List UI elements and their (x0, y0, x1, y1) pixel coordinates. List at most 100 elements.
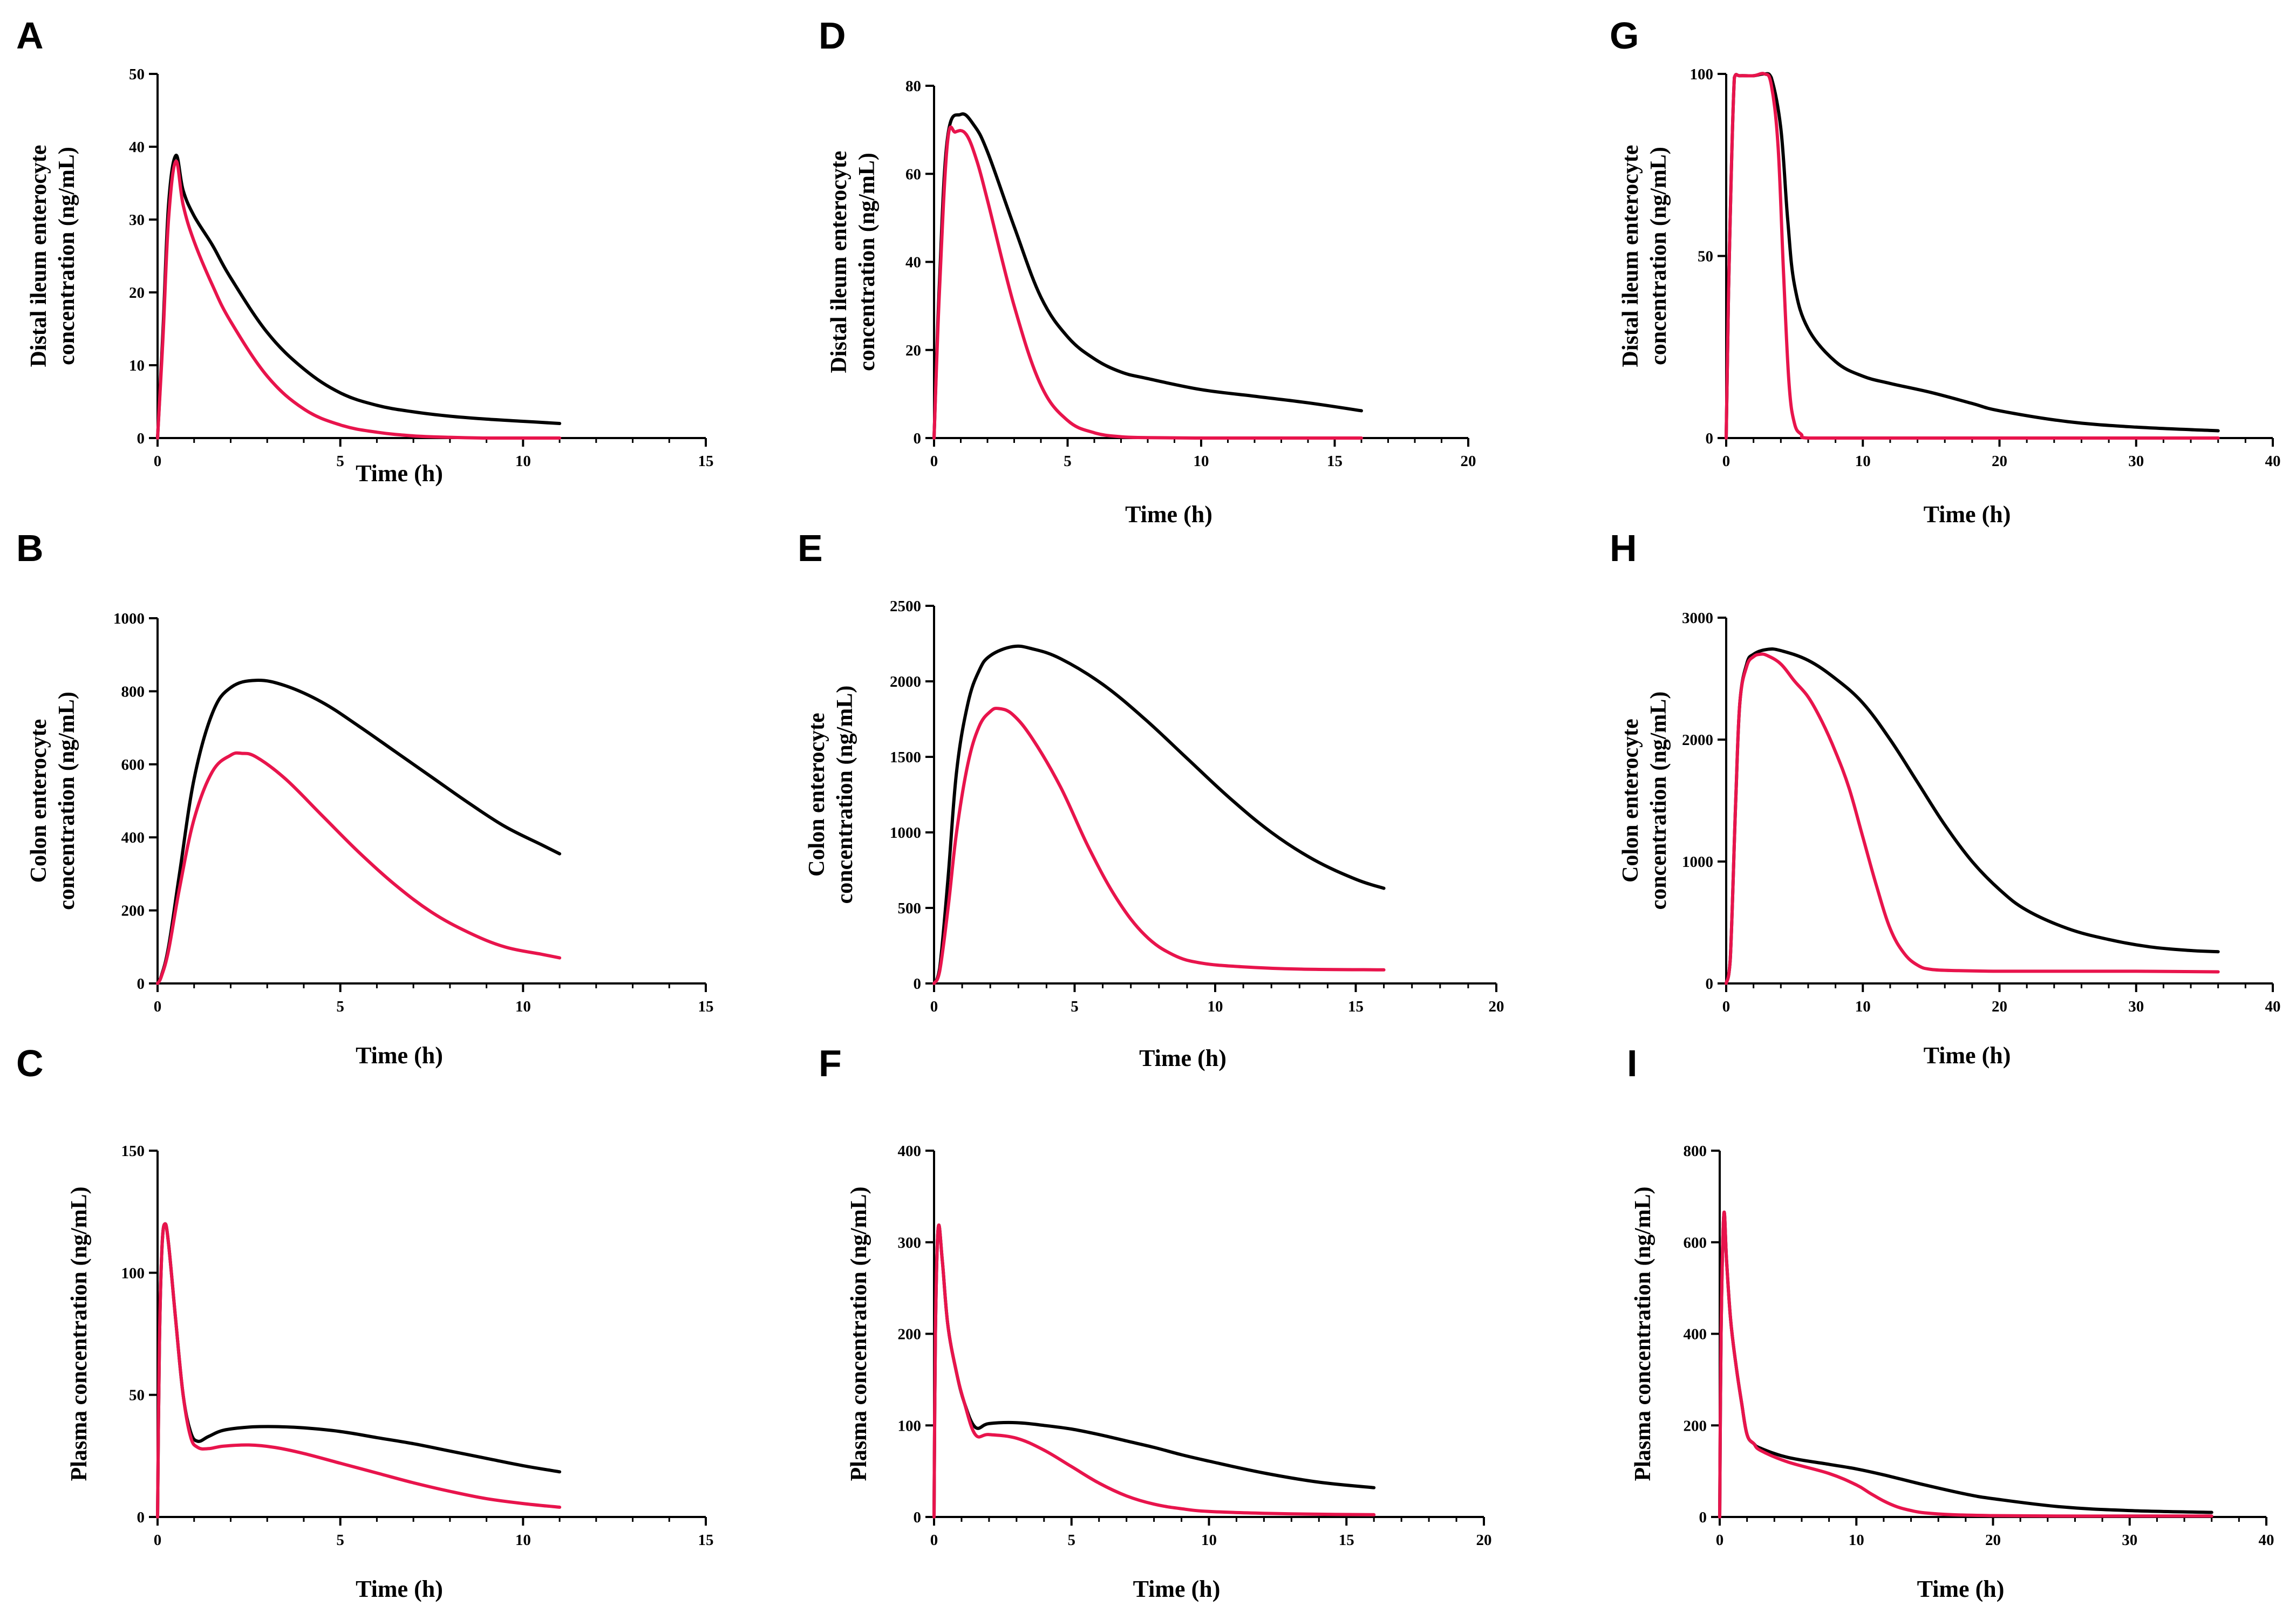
x-tick-label: 0 (930, 1532, 938, 1549)
x-tick-label: 10 (515, 998, 531, 1015)
y-tick-label: 50 (129, 66, 145, 83)
y-tick-label: 3000 (1682, 610, 1713, 627)
series-line-black (932, 1223, 1376, 1519)
x-tick-label: 40 (2259, 1532, 2274, 1549)
series-line-black (932, 112, 1363, 440)
x-tick-label: 5 (1064, 453, 1072, 470)
x-tick-label: 15 (698, 453, 714, 470)
series-line-red (1725, 652, 2220, 985)
y-tick-label: 1000 (113, 610, 145, 627)
y-tick-label: 100 (1690, 66, 1714, 83)
series-line-black (932, 644, 1386, 985)
y-axis-label: concentration (ng/mL) (855, 153, 880, 371)
y-axis-label: concentration (ng/mL) (1646, 692, 1671, 910)
y-tick-label: 200 (1684, 1417, 1707, 1434)
y-tick-label: 800 (121, 683, 145, 700)
series-line-red (156, 1222, 562, 1519)
x-tick-label: 20 (1992, 998, 2007, 1015)
y-tick-label: 20 (905, 342, 921, 359)
x-tick-label: 5 (336, 1532, 344, 1549)
x-tick-label: 40 (2265, 453, 2281, 470)
x-tick-label: 30 (2122, 1532, 2137, 1549)
y-tick-label: 0 (137, 975, 145, 993)
y-axis-label: Plasma concentration (ng/mL) (847, 1187, 871, 1481)
x-tick-label: 20 (1476, 1532, 1492, 1549)
series-line-red (156, 751, 562, 985)
panel-letter: H (1610, 527, 1637, 569)
y-tick-label: 400 (121, 829, 145, 846)
x-tick-label: 30 (2128, 998, 2144, 1015)
y-tick-label: 300 (898, 1234, 922, 1252)
y-tick-label: 600 (1684, 1234, 1707, 1252)
y-axis-label: concentration (ng/mL) (54, 147, 79, 365)
y-tick-label: 60 (905, 166, 921, 183)
y-tick-label: 20 (129, 284, 145, 302)
x-tick-label: 5 (1068, 1532, 1076, 1549)
x-tick-label: 20 (1489, 998, 1504, 1015)
y-tick-label: 0 (914, 975, 922, 993)
x-tick-label: 5 (1071, 998, 1079, 1015)
x-axis-label: Time (h) (356, 1042, 443, 1069)
chart-panel-g: G 0 10 20 30 40 0 50 100 Time (h) Distal ileum ent… (1610, 15, 2281, 528)
x-tick-label: 0 (1722, 998, 1730, 1015)
panel-letter: C (16, 1042, 44, 1084)
x-axis-label: Time (h) (1924, 501, 2011, 528)
series-line-black (156, 1222, 562, 1519)
chart-panel-a: A 0 5 10 15 0 10 20 30 40 50 Time (h) Distal ileum e… (16, 15, 714, 487)
y-axis-label: concentration (ng/mL) (1646, 147, 1671, 365)
y-tick-label: 0 (1706, 975, 1714, 993)
panel-letter: I (1627, 1042, 1637, 1084)
y-tick-label: 800 (1684, 1143, 1707, 1160)
x-tick-label: 0 (930, 453, 938, 470)
y-tick-label: 2000 (1682, 732, 1713, 749)
x-axis-label: Time (h) (1125, 501, 1212, 528)
panel-letter: A (16, 15, 44, 57)
y-tick-label: 500 (898, 900, 922, 917)
y-axis-label: concentration (ng/mL) (54, 692, 79, 910)
y-tick-label: 200 (121, 903, 145, 920)
x-tick-label: 15 (1327, 453, 1343, 470)
y-tick-label: 1000 (1682, 853, 1713, 871)
y-tick-label: 400 (1684, 1326, 1707, 1343)
y-tick-label: 150 (121, 1143, 145, 1160)
y-tick-label: 0 (1706, 430, 1714, 447)
x-tick-label: 0 (1722, 453, 1730, 470)
x-tick-label: 15 (1348, 998, 1364, 1015)
y-tick-label: 0 (1699, 1509, 1707, 1526)
x-tick-label: 10 (1208, 998, 1223, 1015)
x-axis-label: Time (h) (1924, 1042, 2011, 1069)
x-axis-label: Time (h) (1917, 1576, 2005, 1602)
series-line-red (932, 707, 1386, 985)
panel-letter: F (819, 1042, 842, 1084)
x-tick-label: 5 (336, 998, 344, 1015)
panel-letter: D (819, 15, 846, 57)
y-axis-label: Distal ileum enterocyte (26, 145, 51, 367)
y-tick-label: 1000 (890, 824, 921, 842)
x-axis-label: Time (h) (1133, 1576, 1221, 1602)
series-line-black (1725, 647, 2220, 985)
x-tick-label: 10 (515, 1532, 531, 1549)
y-tick-label: 1500 (890, 749, 921, 766)
series-line-red (1725, 72, 2220, 440)
y-tick-label: 50 (129, 1387, 145, 1404)
y-tick-label: 0 (137, 430, 145, 447)
x-tick-label: 0 (154, 453, 162, 470)
series-line-black (156, 679, 562, 985)
y-axis-label: Plasma concentration (ng/mL) (67, 1187, 92, 1481)
series-line-red (932, 1223, 1376, 1519)
x-tick-label: 20 (1985, 1532, 2001, 1549)
y-axis-label: Colon enterocyte (26, 719, 51, 883)
y-tick-label: 100 (898, 1417, 922, 1434)
y-tick-label: 0 (137, 1509, 145, 1526)
y-axis-label: Distal ileum enterocyte (827, 151, 851, 373)
x-tick-label: 20 (1992, 453, 2007, 470)
panel-letter: B (16, 527, 44, 569)
x-tick-label: 10 (1855, 998, 1871, 1015)
series-line-red (156, 159, 562, 440)
x-axis-label: Time (h) (356, 460, 443, 487)
y-tick-label: 80 (905, 78, 921, 95)
